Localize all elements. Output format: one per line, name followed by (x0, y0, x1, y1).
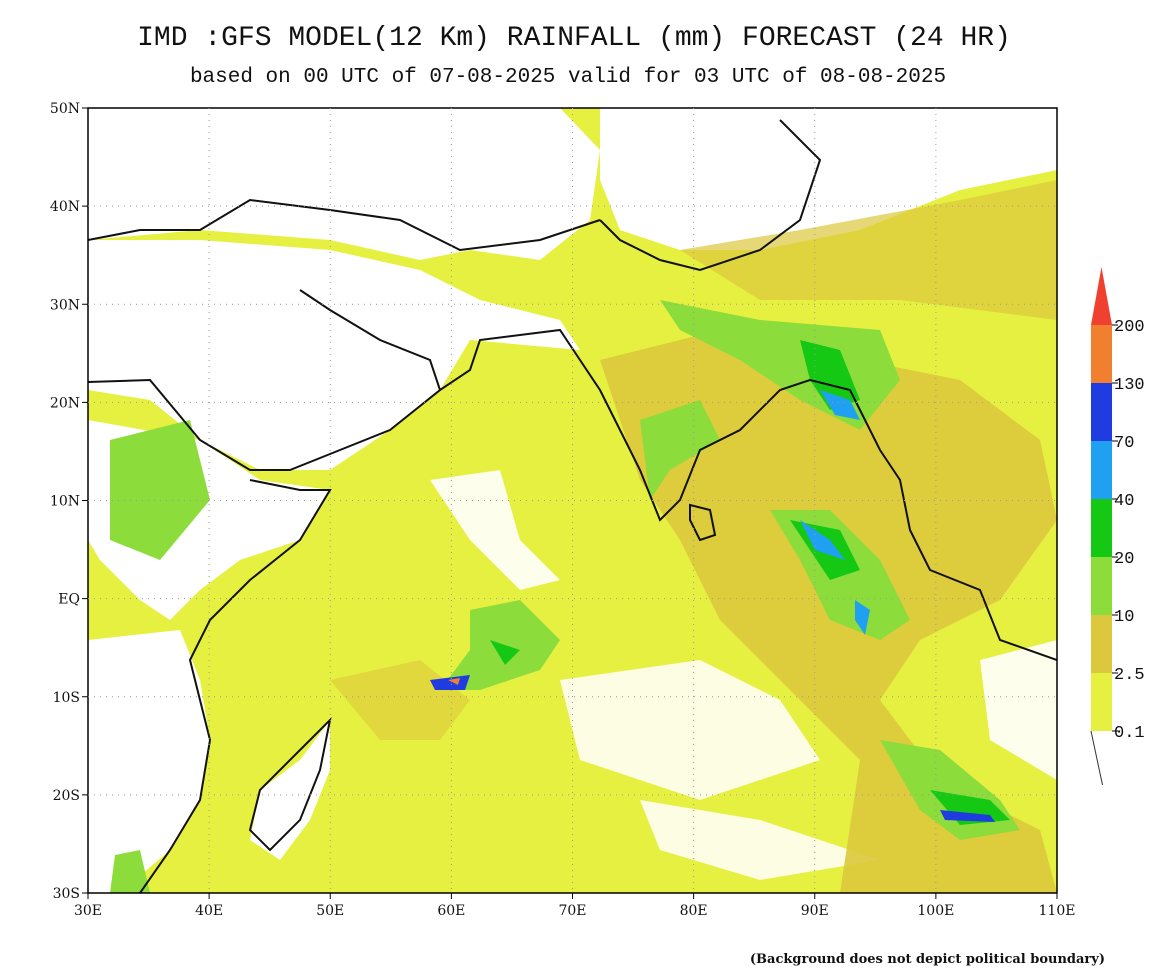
lon-label: 50E (316, 903, 344, 919)
lat-label: 10S (53, 690, 80, 706)
colorbar: 200 130 70 40 20 10 2.5 0.1 (1090, 267, 1145, 786)
colorbar-segment (1091, 499, 1112, 557)
map-shape (800, 520, 845, 560)
colorbar-segment (1091, 383, 1112, 441)
map-shape (980, 640, 1057, 780)
colorbar-segment (1091, 615, 1112, 673)
lat-label: 50N (50, 101, 80, 117)
colorbar-segment (1091, 325, 1112, 383)
lon-label: 70E (558, 903, 586, 919)
colorbar-segment (1091, 673, 1112, 731)
lat-label: 40N (50, 199, 80, 215)
map-shape (448, 678, 460, 685)
colorbar-cap (1090, 730, 1103, 786)
lon-label: 110E (1039, 903, 1076, 919)
map-shape (940, 810, 995, 822)
colorbar-label: 20 (1114, 550, 1134, 569)
map-shape (88, 119, 1057, 893)
lon-label: 40E (195, 903, 223, 919)
footnote: (Background does not depict political bo… (750, 952, 1105, 967)
lon-label: 100E (917, 903, 954, 919)
lon-label: 30E (74, 903, 102, 919)
map-shape (640, 400, 720, 500)
map-shape (855, 600, 870, 635)
lat-label: 30N (50, 297, 80, 313)
colorbar-label: 10 (1114, 608, 1134, 627)
map-shape (430, 470, 560, 590)
lon-label: 80E (680, 903, 708, 919)
colorbar-label: 130 (1114, 376, 1145, 395)
map-shape (88, 108, 600, 260)
subtitle: based on 00 UTC of 07-08-2025 valid for … (190, 66, 946, 89)
title: IMD :GFS MODEL(12 Km) RAINFALL (mm) FORE… (137, 23, 1011, 54)
map-shape (640, 800, 880, 880)
lat-label: 10N (50, 494, 80, 510)
colorbar-label: 2.5 (1114, 666, 1145, 685)
colorbar-label: 0.1 (1114, 724, 1145, 743)
colorbar-label: 70 (1114, 434, 1134, 453)
lon-label: 60E (437, 903, 465, 919)
lat-label: 20N (50, 395, 80, 411)
map-fill (88, 108, 1057, 893)
map-shape (110, 420, 210, 560)
lon-label: 90E (801, 903, 829, 919)
map-shape (680, 180, 1057, 320)
colorbar-segment (1091, 441, 1112, 499)
lat-label: EQ (58, 592, 80, 608)
colorbar-label: 40 (1114, 492, 1134, 511)
map-shape (820, 390, 860, 420)
colorbar-segment (1091, 557, 1112, 615)
lat-label: 20S (53, 788, 80, 804)
map-shape (110, 850, 150, 893)
map-shape (800, 340, 860, 410)
map-shape (88, 240, 580, 470)
map-shape (430, 675, 470, 690)
colorbar-cap (1091, 267, 1112, 325)
colorbar-label: 200 (1114, 318, 1145, 337)
lat-label: 30S (53, 886, 80, 902)
map-shape (250, 720, 330, 860)
map-shape (600, 108, 1057, 250)
map-shape (490, 640, 520, 665)
map-shape (88, 630, 210, 893)
map-shape (560, 660, 820, 800)
